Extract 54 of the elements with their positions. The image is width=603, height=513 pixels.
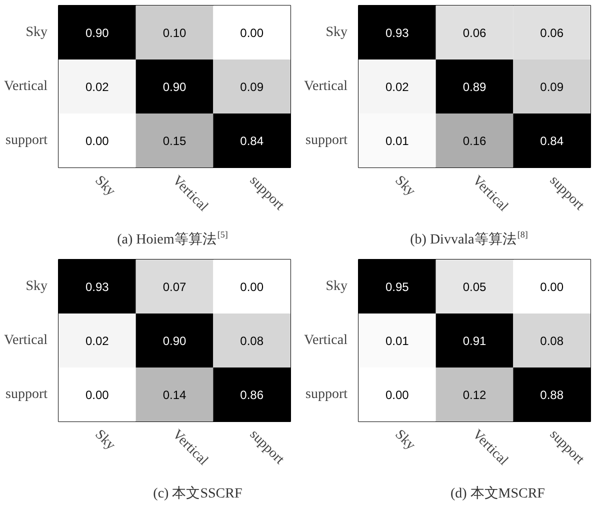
data-label: 0.88: [540, 388, 564, 402]
data-label: 0.00: [540, 280, 564, 294]
data-label: 0.84: [240, 134, 264, 148]
y-tick-label: Sky: [326, 25, 348, 40]
data-label: 0.10: [162, 26, 187, 40]
y-tick-label: Vertical: [304, 333, 348, 348]
data-label: 0.05: [462, 280, 487, 294]
y-tick-label: Vertical: [304, 79, 348, 94]
data-label: 0.01: [385, 334, 410, 348]
data-label: 0.90: [162, 334, 187, 348]
data-label: 0.06: [540, 26, 564, 40]
data-label: 0.90: [85, 26, 110, 40]
y-tick-label: support: [6, 387, 48, 402]
data-label: 0.15: [162, 134, 187, 148]
data-label: 0.90: [162, 80, 187, 94]
data-label: 0.14: [162, 388, 187, 402]
data-label: 0.00: [240, 280, 264, 294]
y-tick-label: support: [306, 387, 348, 402]
data-label: 0.12: [462, 388, 487, 402]
data-label: 0.93: [85, 280, 110, 294]
text: (c) 本文SSCRF: [153, 486, 242, 502]
data-label: 0.09: [240, 80, 264, 94]
data-label: 0.07: [162, 280, 187, 294]
data-label: 0.02: [385, 80, 410, 94]
data-label: 0.91: [462, 334, 487, 348]
x-tick-label: Sky: [392, 173, 418, 200]
data-label: 0.00: [240, 26, 264, 40]
data-label: 0.00: [85, 134, 110, 148]
data-label: 0.00: [385, 388, 410, 402]
data-label: 0.02: [85, 334, 110, 348]
y-tick-label: Sky: [26, 279, 48, 294]
x-tick-label: Sky: [92, 173, 118, 200]
data-label: 0.08: [540, 334, 564, 348]
x-tick-label: Sky: [392, 427, 418, 454]
data-label: 0.08: [240, 334, 264, 348]
y-tick-label: Vertical: [4, 333, 48, 348]
data-label: 0.93: [385, 26, 410, 40]
data-label: 0.84: [540, 134, 564, 148]
x-tick-label: Sky: [92, 427, 118, 454]
data-label: 0.06: [462, 26, 487, 40]
y-tick-label: support: [6, 133, 48, 148]
y-tick-label: Vertical: [4, 79, 48, 94]
data-label: 0.02: [85, 80, 110, 94]
y-tick-label: Sky: [326, 279, 348, 294]
data-label: 0.00: [85, 388, 110, 402]
data-label: 0.16: [462, 134, 487, 148]
data-label: 0.89: [462, 80, 487, 94]
data-label: 0.86: [240, 388, 264, 402]
y-tick-label: Sky: [26, 25, 48, 40]
y-tick-label: support: [306, 133, 348, 148]
data-label: 0.95: [385, 280, 410, 294]
data-label: 0.01: [385, 134, 410, 148]
data-label: 0.09: [540, 80, 564, 94]
text: (d) 本文MSCRF: [450, 486, 546, 502]
